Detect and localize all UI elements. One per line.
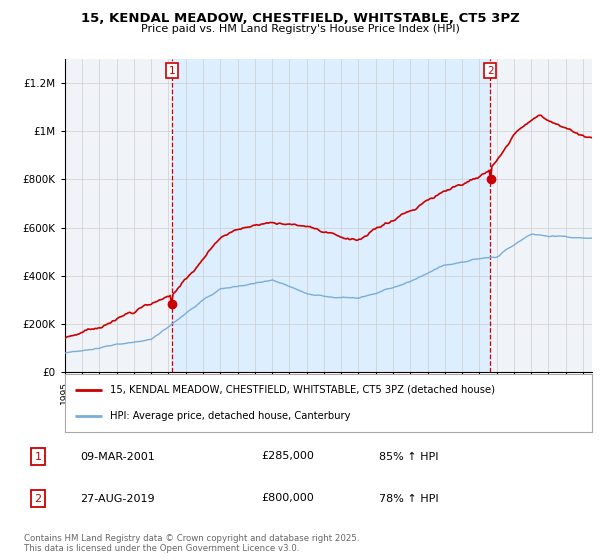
Text: 27-AUG-2019: 27-AUG-2019	[80, 493, 155, 503]
Text: £800,000: £800,000	[261, 493, 314, 503]
Text: HPI: Average price, detached house, Canterbury: HPI: Average price, detached house, Cant…	[110, 412, 350, 421]
Text: 09-MAR-2001: 09-MAR-2001	[80, 451, 155, 461]
Text: 2: 2	[35, 493, 41, 503]
Text: £285,000: £285,000	[261, 451, 314, 461]
Text: 15, KENDAL MEADOW, CHESTFIELD, WHITSTABLE, CT5 3PZ (detached house): 15, KENDAL MEADOW, CHESTFIELD, WHITSTABL…	[110, 385, 494, 395]
Text: 78% ↑ HPI: 78% ↑ HPI	[379, 493, 439, 503]
Text: Contains HM Land Registry data © Crown copyright and database right 2025.
This d: Contains HM Land Registry data © Crown c…	[24, 534, 359, 553]
Text: 2: 2	[487, 66, 493, 76]
Text: 1: 1	[169, 66, 175, 76]
Text: 85% ↑ HPI: 85% ↑ HPI	[379, 451, 439, 461]
Text: 15, KENDAL MEADOW, CHESTFIELD, WHITSTABLE, CT5 3PZ: 15, KENDAL MEADOW, CHESTFIELD, WHITSTABL…	[80, 12, 520, 25]
Text: 1: 1	[35, 451, 41, 461]
Bar	[172, 59, 490, 372]
Text: Price paid vs. HM Land Registry's House Price Index (HPI): Price paid vs. HM Land Registry's House …	[140, 24, 460, 34]
